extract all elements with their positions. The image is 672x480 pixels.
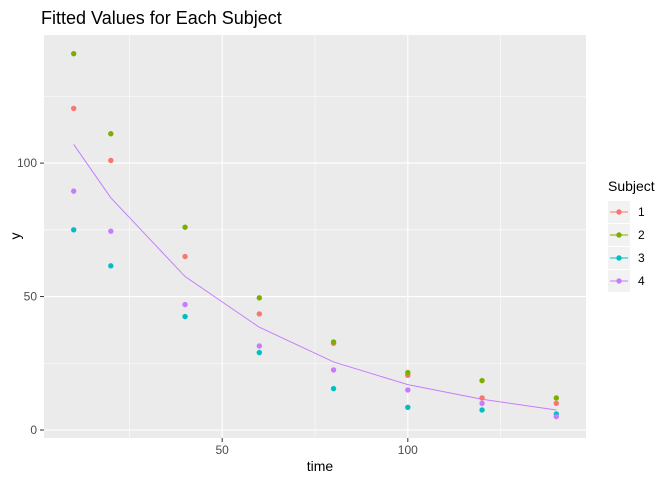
data-point-subject-1: [256, 311, 263, 317]
x-tick-label: 100: [398, 443, 418, 457]
data-point-subject-2: [70, 50, 77, 57]
grid: [44, 35, 586, 438]
data-point-subject-4: [479, 400, 485, 407]
data-point-subject-4: [182, 301, 188, 308]
legend: Subject 1 2 3 4: [608, 178, 655, 292]
legend-key-point: [616, 232, 622, 238]
data-point-subject-4: [330, 367, 337, 373]
legend-label-1: 1: [638, 205, 645, 219]
data-point-subject-4: [553, 413, 560, 420]
legend-key-point: [616, 278, 622, 284]
legend-key-point: [616, 209, 622, 215]
x-axis-label: time: [307, 458, 334, 474]
data-point-subject-1: [479, 395, 485, 401]
data-point-subject-2: [405, 369, 411, 376]
data-point-subject-1: [182, 253, 188, 260]
legend-label-3: 3: [638, 251, 645, 265]
y-axis-label: y: [7, 233, 23, 240]
data-point-subject-4: [70, 188, 77, 194]
legend-label-4: 4: [638, 274, 645, 288]
data-point-subject-1: [70, 105, 77, 112]
y-tick-label: 100: [17, 156, 37, 170]
data-point-subject-2: [108, 131, 114, 137]
data-point-subject-3: [479, 407, 485, 413]
data-point-subject-1: [108, 157, 114, 164]
data-point-subject-3: [330, 385, 337, 392]
data-point-subject-2: [479, 377, 485, 384]
data-point-subject-4: [405, 387, 411, 393]
data-point-subject-2: [553, 395, 560, 401]
fitted-line-layer: [73, 144, 557, 411]
x-tick-label: 50: [216, 443, 230, 457]
data-point-subject-3: [405, 404, 411, 411]
legend-label-2: 2: [638, 228, 645, 242]
data-point-subject-2: [256, 295, 263, 301]
data-point-subject-4: [256, 343, 263, 349]
data-point-subject-2: [182, 224, 188, 230]
data-point-subject-2: [330, 339, 337, 345]
chart-title: Fitted Values for Each Subject: [41, 8, 282, 28]
legend-key-point: [616, 255, 622, 261]
data-point-subject-1: [553, 400, 560, 407]
y-tick-label: 50: [24, 290, 38, 304]
fitted-line: [73, 144, 557, 411]
data-point-subject-3: [108, 263, 114, 269]
axes: 50 100 0 50 100: [17, 156, 418, 457]
legend-title: Subject: [608, 178, 655, 194]
data-point-subject-4: [108, 228, 114, 234]
data-point-subject-3: [256, 349, 263, 356]
data-point-subject-3: [182, 313, 188, 320]
data-point-subject-3: [70, 227, 77, 233]
data-points: [70, 50, 560, 420]
y-tick-label: 0: [30, 423, 37, 437]
